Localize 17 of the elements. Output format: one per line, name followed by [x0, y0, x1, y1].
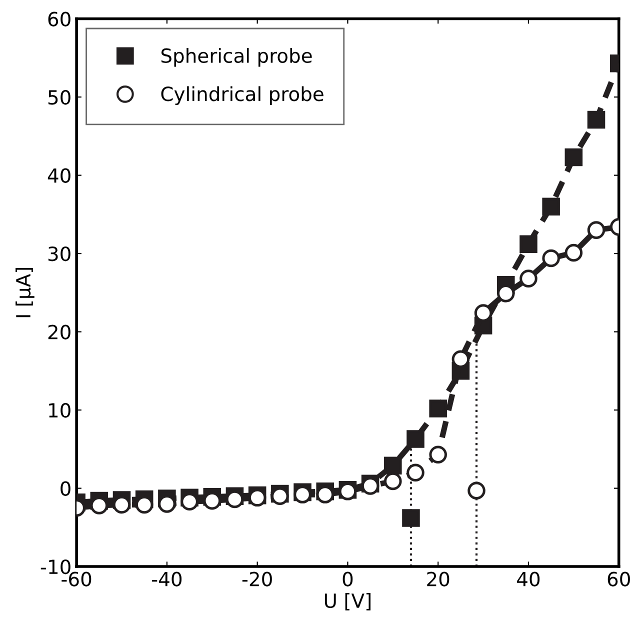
x-tick-label: 20	[427, 572, 450, 586]
y-tick-label: 60	[48, 12, 70, 26]
legend-label: Spherical probe	[161, 48, 312, 67]
legend-label: Cylindrical probe	[161, 86, 324, 106]
y-tick-label: 0	[60, 481, 70, 496]
x-axis-title: U [V]	[324, 592, 370, 610]
x-tick-label: 40	[517, 572, 540, 586]
x-tick-label: -20	[242, 572, 272, 586]
y-tick-label: 30	[48, 246, 70, 262]
y-axis-title: I [μA]	[16, 268, 34, 318]
x-tick-label: 60	[608, 572, 630, 586]
y-tick-label: 10	[49, 402, 70, 418]
x-tick-label: -40	[152, 572, 182, 586]
y-tick-label: 50	[48, 90, 70, 105]
x-tick-label: 0	[342, 572, 353, 586]
y-tick-label: 40	[48, 168, 70, 183]
y-tick-label: 20	[48, 324, 70, 340]
